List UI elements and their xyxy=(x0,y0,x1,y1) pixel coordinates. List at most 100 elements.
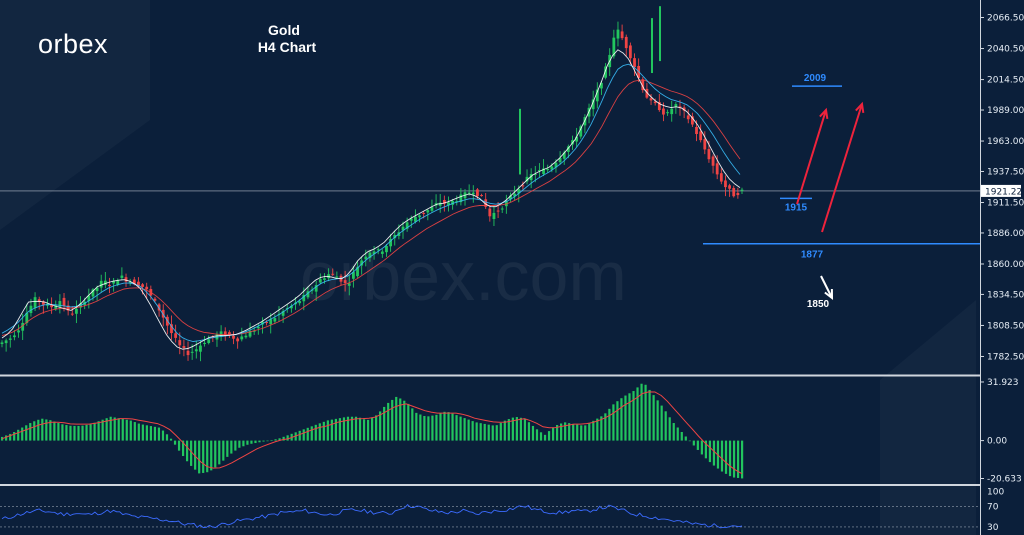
candle-body xyxy=(591,99,595,110)
macd-bar xyxy=(330,419,333,441)
candle-body xyxy=(380,251,384,254)
candle-body xyxy=(550,166,554,170)
candle-body xyxy=(389,238,393,247)
candle-body xyxy=(132,279,136,285)
macd-bar xyxy=(688,440,691,442)
current-price-line: 1921.22 xyxy=(0,184,1022,197)
candle-body xyxy=(0,342,4,345)
macd-bar xyxy=(684,436,687,441)
candle-body xyxy=(641,79,645,91)
macd-bar xyxy=(616,401,619,441)
macd-bar xyxy=(423,415,426,441)
candle-body xyxy=(116,280,120,285)
macd-bar xyxy=(403,400,406,441)
up-arrow-2-head xyxy=(855,101,865,114)
candle-body xyxy=(509,195,512,200)
macd-bar xyxy=(117,418,120,441)
candle-body xyxy=(562,152,566,159)
candle-body xyxy=(459,194,463,203)
candle-body xyxy=(736,192,740,196)
level-lines: 2009 1915 1877 1850 xyxy=(703,73,980,310)
price-tick-label: 1911.50 xyxy=(987,199,1024,209)
macd-bar xyxy=(149,426,153,441)
macd-tick-label: -20.633 xyxy=(987,474,1022,484)
candle-body xyxy=(289,305,293,309)
candle-body xyxy=(331,273,335,275)
candle-body xyxy=(529,174,533,181)
macd-bar xyxy=(165,434,169,441)
candle-body xyxy=(376,249,380,251)
macd-bar xyxy=(608,408,611,441)
macd-bar xyxy=(109,416,112,441)
macd-bar xyxy=(431,415,434,441)
candle-body xyxy=(546,169,550,171)
candle-body xyxy=(711,156,715,166)
candle-body xyxy=(157,304,161,311)
candle-body xyxy=(236,338,240,342)
candle-body xyxy=(385,245,388,253)
candle-body xyxy=(612,37,616,57)
candle-body xyxy=(124,277,128,282)
macd-signal-line xyxy=(1,391,743,475)
candle-body xyxy=(141,284,144,287)
macd-bar xyxy=(692,440,695,446)
candle-body xyxy=(480,195,483,197)
macd-bar xyxy=(121,418,124,441)
candle-body xyxy=(674,104,678,107)
ma-mid-line xyxy=(1,63,741,342)
candle-body xyxy=(360,260,364,266)
macd-bar xyxy=(539,432,543,441)
macd-bar xyxy=(145,425,148,441)
candle-body xyxy=(372,251,376,255)
macd-bar xyxy=(455,415,458,441)
candle-body xyxy=(265,322,268,324)
macd-bar xyxy=(258,440,261,443)
macd-bar xyxy=(407,403,410,441)
macd-bar xyxy=(491,425,494,441)
candle-body xyxy=(232,335,235,339)
candle-body xyxy=(75,308,78,314)
macd-bar xyxy=(628,393,631,441)
candle-body xyxy=(298,301,302,304)
macd-bar xyxy=(427,416,430,441)
macd-bar xyxy=(564,422,567,441)
price-tick-label: 2040.50 xyxy=(987,45,1024,55)
price-tick-label: 1963.00 xyxy=(987,137,1024,147)
candle-body xyxy=(554,162,558,168)
candle-body xyxy=(54,305,58,309)
macd-bar xyxy=(314,424,317,441)
candle-body xyxy=(455,201,459,203)
candle-body xyxy=(227,332,231,336)
candle-body xyxy=(281,311,285,316)
candle-body xyxy=(252,330,256,332)
candle-body xyxy=(442,199,446,204)
price-axis: 2066.50 2040.50 2014.50 1989.00 1963.00 1937.… xyxy=(980,14,1024,362)
macd-bar xyxy=(153,426,157,441)
down-arrow-head xyxy=(824,288,834,301)
macd-bar xyxy=(447,412,450,441)
macd-bar xyxy=(354,416,358,441)
candle-body xyxy=(703,139,707,150)
candle-body xyxy=(393,234,397,239)
macd-bar xyxy=(736,440,740,478)
candle-body xyxy=(108,284,111,287)
macd-bar xyxy=(741,440,744,479)
candle-body xyxy=(616,29,620,39)
up-arrow-1-head xyxy=(819,107,829,120)
macd-bar xyxy=(326,420,329,441)
candle-body xyxy=(269,319,273,325)
candle-body xyxy=(62,297,66,306)
candle-body xyxy=(451,200,455,205)
macd-bar xyxy=(620,398,623,441)
price-tick-label: 1937.50 xyxy=(987,167,1024,177)
orbex-logo: orbex xyxy=(38,29,108,59)
candle-body xyxy=(430,207,434,211)
macd-bar xyxy=(728,440,732,477)
macd-bar xyxy=(527,422,531,441)
macd-bar xyxy=(190,440,193,466)
candle-body xyxy=(318,279,322,283)
candle-body xyxy=(504,200,508,207)
candle-body xyxy=(17,330,20,333)
